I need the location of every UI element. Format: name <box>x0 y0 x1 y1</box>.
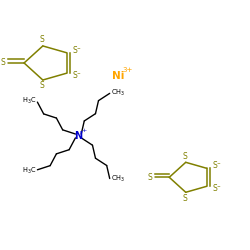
Text: S: S <box>0 58 5 68</box>
Text: +: + <box>82 128 87 133</box>
Text: S: S <box>213 184 218 193</box>
Text: Ni: Ni <box>112 71 125 81</box>
Text: N: N <box>74 131 82 141</box>
Text: S: S <box>182 194 187 203</box>
Text: H$_3$C: H$_3$C <box>22 166 36 175</box>
Text: CH$_3$: CH$_3$ <box>111 88 125 98</box>
Text: $^-$: $^-$ <box>76 47 82 52</box>
Text: $^-$: $^-$ <box>76 72 82 77</box>
Text: S: S <box>147 173 152 182</box>
Text: S: S <box>213 162 218 170</box>
Text: S: S <box>40 36 44 44</box>
Text: S: S <box>73 71 78 80</box>
Text: S: S <box>40 82 44 90</box>
Text: 3+: 3+ <box>122 67 133 73</box>
Text: $^-$: $^-$ <box>216 185 222 190</box>
Text: H$_3$C: H$_3$C <box>22 96 36 106</box>
Text: $^-$: $^-$ <box>216 162 222 168</box>
Text: S: S <box>73 46 78 55</box>
Text: CH$_3$: CH$_3$ <box>111 174 125 184</box>
Text: S: S <box>182 152 187 161</box>
